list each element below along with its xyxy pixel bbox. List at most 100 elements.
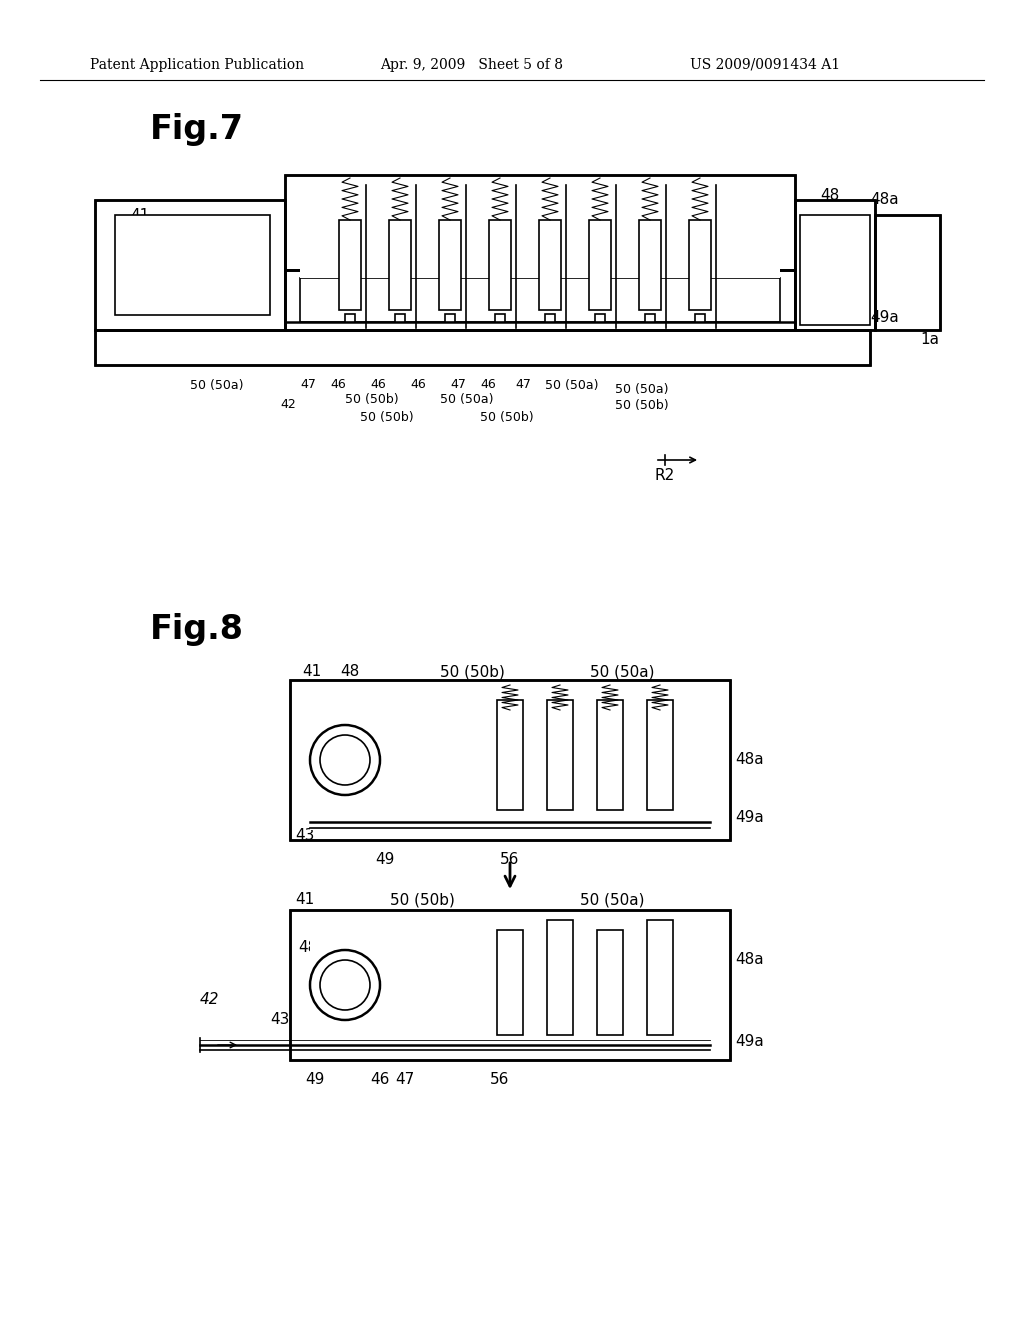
Bar [285, 271, 795, 330]
Bar [647, 920, 673, 1035]
Bar [115, 215, 270, 315]
Text: 46: 46 [370, 1072, 389, 1088]
Bar [285, 271, 795, 330]
Bar [290, 680, 730, 840]
Bar [389, 220, 411, 310]
Text: 47: 47 [300, 379, 315, 392]
Bar [874, 215, 940, 330]
Bar [285, 176, 795, 271]
Bar [310, 920, 710, 1049]
Bar [95, 330, 870, 366]
Text: 48a: 48a [735, 752, 764, 767]
Text: Fig.7: Fig.7 [150, 114, 244, 147]
Text: R2: R2 [655, 467, 675, 483]
Bar [547, 920, 573, 1035]
Bar [300, 279, 780, 322]
Text: US 2009/0091434 A1: US 2009/0091434 A1 [690, 58, 840, 73]
Bar [95, 201, 285, 330]
Text: 56: 56 [490, 1072, 509, 1088]
Circle shape [319, 960, 370, 1010]
Text: 49a: 49a [735, 1035, 764, 1049]
Bar [539, 220, 561, 310]
Bar [489, 220, 511, 310]
Bar [639, 220, 662, 310]
Text: 50 (50a): 50 (50a) [545, 379, 598, 392]
Bar [495, 314, 505, 322]
Text: 46: 46 [410, 379, 426, 392]
Bar [95, 201, 285, 330]
Text: 49: 49 [305, 1072, 325, 1088]
Text: 49a: 49a [735, 810, 764, 825]
Bar [595, 314, 605, 322]
Bar [285, 271, 795, 330]
Bar [497, 931, 523, 1035]
Bar [345, 314, 355, 322]
Text: 48: 48 [340, 664, 359, 680]
Text: 50 (50a): 50 (50a) [190, 379, 244, 392]
Text: 42: 42 [200, 993, 219, 1007]
Bar [285, 176, 795, 271]
Bar [497, 700, 523, 810]
Bar [310, 696, 710, 830]
Text: 48: 48 [298, 940, 317, 956]
Text: 46: 46 [370, 379, 386, 392]
Text: Patent Application Publication: Patent Application Publication [90, 58, 304, 73]
Bar [547, 700, 573, 810]
Bar [795, 201, 874, 330]
Bar [800, 215, 870, 325]
Text: 50 (50b): 50 (50b) [440, 664, 505, 680]
Text: 41: 41 [295, 892, 314, 908]
Bar [95, 330, 870, 366]
Bar [285, 176, 795, 271]
Bar [290, 909, 730, 1060]
Text: 41: 41 [130, 207, 150, 223]
Bar [589, 220, 611, 310]
Text: 43: 43 [295, 828, 314, 842]
Bar [695, 314, 705, 322]
Text: 1a: 1a [920, 333, 939, 347]
Text: Fig.8: Fig.8 [150, 614, 244, 647]
Text: 43: 43 [270, 1012, 290, 1027]
Text: 42: 42 [280, 399, 296, 412]
Bar [290, 909, 730, 1060]
Text: 50 (50a): 50 (50a) [615, 384, 669, 396]
Circle shape [310, 950, 380, 1020]
Text: Apr. 9, 2009   Sheet 5 of 8: Apr. 9, 2009 Sheet 5 of 8 [380, 58, 563, 73]
Bar [647, 700, 673, 810]
Text: 49: 49 [310, 302, 330, 318]
Text: 41: 41 [302, 664, 322, 680]
Bar [439, 220, 461, 310]
Text: 50 (50a): 50 (50a) [580, 892, 644, 908]
Text: 50 (50b): 50 (50b) [615, 399, 669, 412]
Text: 46: 46 [480, 379, 496, 392]
Bar [645, 314, 655, 322]
Text: 50 (50b): 50 (50b) [345, 393, 398, 407]
Bar [95, 201, 285, 330]
Bar [597, 931, 623, 1035]
Bar [795, 201, 874, 330]
Bar [290, 680, 730, 840]
Text: 47: 47 [515, 379, 530, 392]
Bar [95, 330, 870, 366]
Bar [445, 314, 455, 322]
Text: 50 (50a): 50 (50a) [440, 393, 494, 407]
Text: 47: 47 [395, 1072, 415, 1088]
Bar [290, 909, 730, 1060]
Text: 48: 48 [820, 187, 840, 202]
Bar [874, 215, 940, 330]
Bar [290, 680, 730, 840]
Bar [339, 220, 361, 310]
Bar [795, 201, 874, 330]
Text: 50 (50a): 50 (50a) [590, 664, 654, 680]
Text: 49a: 49a [870, 310, 899, 326]
Bar [874, 215, 940, 330]
Circle shape [319, 735, 370, 785]
Bar [597, 700, 623, 810]
Text: 48a: 48a [735, 953, 764, 968]
Text: 50 (50b): 50 (50b) [390, 892, 455, 908]
Text: 50 (50b): 50 (50b) [360, 412, 414, 425]
Bar [545, 314, 555, 322]
Text: 56: 56 [500, 853, 519, 867]
Text: 49: 49 [375, 853, 394, 867]
Text: 50 (50b): 50 (50b) [480, 412, 534, 425]
